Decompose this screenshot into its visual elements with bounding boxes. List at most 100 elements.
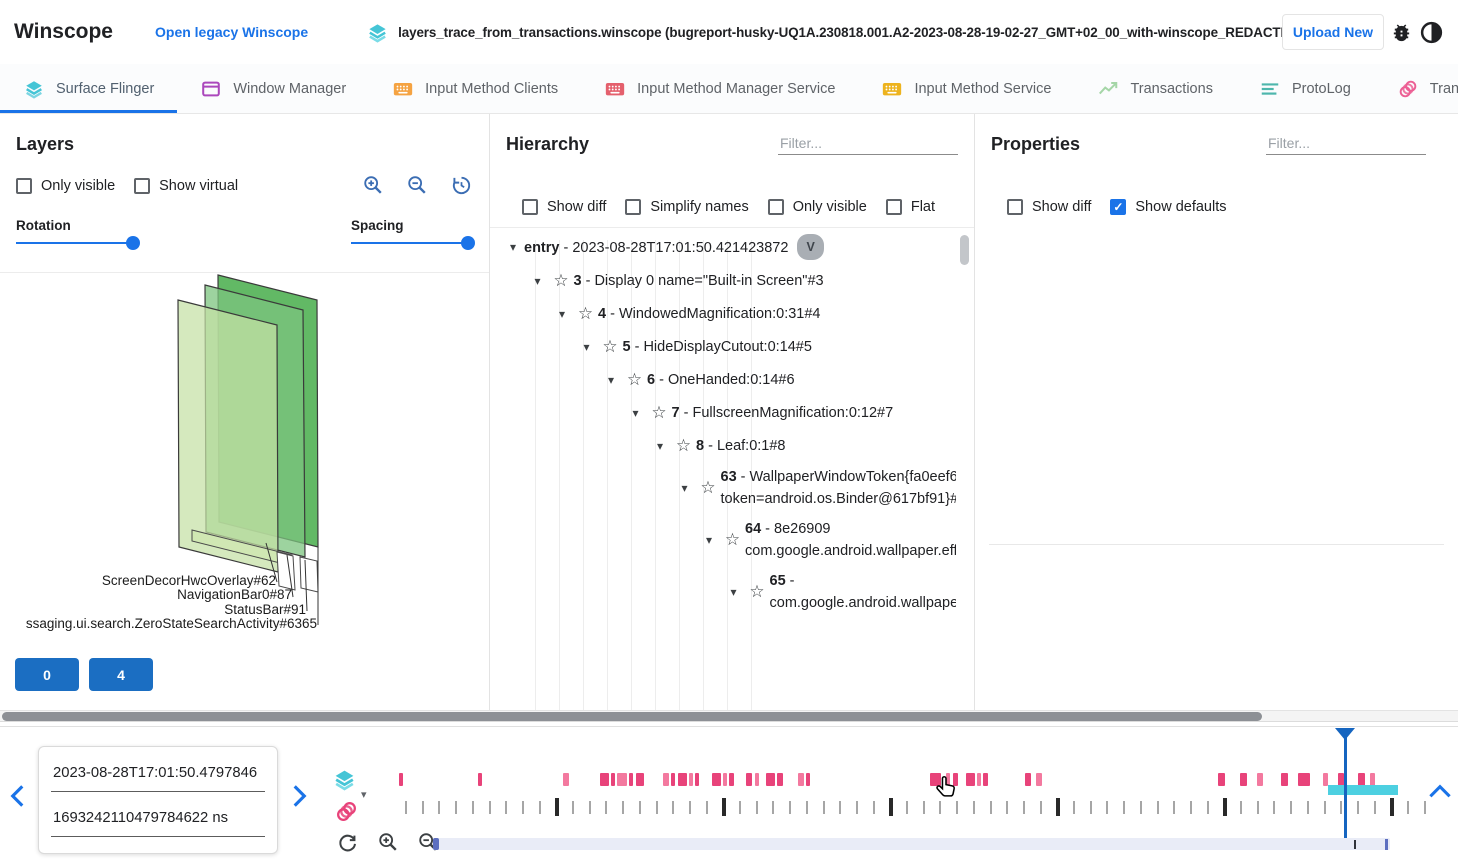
hierarchy-checkbox-only-visible[interactable]: Only visible (767, 199, 867, 215)
tree-node-entry[interactable]: ▾ entry - 2023-08-28T17:01:50.421423872 V (498, 230, 956, 264)
pin-star-icon[interactable]: ☆ (700, 478, 716, 497)
reset-view-icon[interactable] (450, 174, 473, 197)
trace-selector-caret-icon[interactable]: ▾ (361, 789, 367, 801)
expand-caret-icon[interactable]: ▾ (681, 481, 688, 495)
tree-node-64[interactable]: ▾ ☆ 64 - 8e26909 com.google.android.wallpa… (498, 514, 956, 566)
layers-checkbox-show-virtual[interactable]: Show virtual (134, 177, 238, 194)
checkbox-box[interactable]: ✓ (1110, 199, 1127, 215)
properties-checkbox-show-diff[interactable]: Show diff (1007, 199, 1091, 215)
expand-caret-icon[interactable]: ▾ (558, 306, 566, 321)
expand-caret-icon[interactable]: ▾ (509, 240, 517, 254)
expand-caret-icon[interactable]: ▾ (607, 372, 615, 387)
transaction-event-mark[interactable] (746, 773, 752, 786)
properties-checkbox-show-defaults[interactable]: ✓ Show defaults (1110, 199, 1226, 215)
next-entry-button[interactable] (292, 784, 307, 808)
tab-protolog[interactable]: ProtoLog (1236, 64, 1374, 113)
transaction-event-mark[interactable] (1240, 773, 1247, 786)
checkbox-box[interactable] (16, 177, 32, 194)
timestamp-ns-input[interactable] (51, 801, 265, 837)
transaction-event-mark[interactable] (1218, 773, 1225, 786)
transaction-event-mark[interactable] (966, 773, 975, 786)
expand-caret-icon[interactable]: ▾ (534, 273, 541, 288)
pin-star-icon[interactable]: ☆ (675, 435, 692, 455)
transaction-event-mark[interactable] (1025, 773, 1031, 786)
transaction-event-mark[interactable] (983, 773, 988, 786)
transaction-event-mark[interactable] (1338, 773, 1344, 786)
checkbox-box[interactable] (134, 177, 151, 194)
transaction-event-mark[interactable] (399, 773, 403, 786)
transaction-event-mark[interactable] (478, 773, 482, 786)
transaction-event-mark[interactable] (617, 773, 627, 786)
collapse-timeline-button[interactable] (1428, 784, 1452, 799)
transaction-event-mark[interactable] (1298, 773, 1310, 786)
tree-node-63[interactable]: ▾ ☆ 63 - WallpaperWindowToken{fa0eef6 toke… (498, 462, 956, 514)
tree-node-3[interactable]: ▾ ☆ 3 - Display 0 name="Built-in Screen"#3 (498, 264, 956, 297)
transaction-event-mark[interactable] (629, 773, 633, 786)
tab-transactions[interactable]: Transactions (1074, 64, 1235, 113)
display-button-4[interactable]: 4 (89, 658, 153, 691)
hierarchy-filter-input[interactable] (778, 132, 958, 155)
checkbox-box[interactable] (522, 199, 538, 215)
timeline-cursor-handle[interactable] (1335, 728, 1355, 740)
main-horizontal-scrollbar[interactable] (0, 710, 1458, 722)
pin-star-icon[interactable]: ☆ (602, 336, 618, 356)
tab-input-method-clients[interactable]: Input Method Clients (369, 64, 581, 113)
pin-star-icon[interactable]: ☆ (553, 270, 569, 290)
pin-star-icon[interactable]: ☆ (724, 530, 741, 549)
transaction-event-mark[interactable] (689, 773, 693, 786)
tree-node-8[interactable]: ▾ ☆ 8 - Leaf:0:1#8 (498, 429, 956, 462)
spacing-slider-thumb[interactable] (461, 236, 475, 250)
expand-caret-icon[interactable]: ▾ (705, 533, 713, 547)
transaction-event-mark[interactable] (1281, 773, 1288, 786)
transaction-event-mark[interactable] (611, 773, 615, 786)
expand-caret-icon[interactable]: ▾ (632, 405, 639, 420)
display-button-0[interactable]: 0 (15, 658, 79, 691)
pin-star-icon[interactable]: ☆ (651, 402, 667, 422)
transaction-event-mark[interactable] (600, 773, 609, 786)
transaction-event-mark[interactable] (766, 773, 775, 786)
tab-surface-flinger[interactable]: Surface Flinger (0, 64, 178, 113)
transaction-event-mark[interactable] (563, 773, 569, 786)
timeline-range-bar[interactable] (433, 838, 1390, 850)
timeline-zoom-in-icon[interactable] (377, 831, 399, 853)
pin-star-icon[interactable]: ☆ (749, 582, 765, 601)
timeline-range-segment[interactable] (433, 838, 439, 850)
pin-star-icon[interactable]: ☆ (626, 369, 643, 389)
transaction-event-mark[interactable] (777, 773, 783, 786)
hierarchy-checkbox-flat[interactable]: Flat (885, 199, 935, 215)
tab-input-method-service[interactable]: Input Method Service (858, 64, 1074, 113)
tree-node-6[interactable]: ▾ ☆ 6 - OneHanded:0:14#6 (498, 363, 956, 396)
transaction-event-mark[interactable] (1036, 773, 1042, 786)
upload-new-button[interactable]: Upload New (1281, 14, 1384, 50)
transaction-event-mark[interactable] (930, 773, 941, 786)
transaction-event-mark[interactable] (755, 773, 759, 786)
layers-checkbox-only-visible[interactable]: Only visible (16, 177, 115, 194)
transaction-event-mark[interactable] (1323, 773, 1328, 786)
transaction-event-mark[interactable] (798, 773, 804, 786)
zoom-in-icon[interactable] (362, 174, 384, 197)
checkbox-box[interactable] (1007, 199, 1023, 215)
transaction-event-mark[interactable] (636, 773, 644, 786)
transaction-event-mark[interactable] (806, 773, 810, 786)
timeline-cursor-line[interactable] (1344, 728, 1347, 845)
rotation-slider-thumb[interactable] (126, 236, 140, 250)
transaction-event-mark[interactable] (671, 773, 675, 786)
hierarchy-scrollbar[interactable] (960, 235, 969, 265)
transaction-event-mark[interactable] (1257, 773, 1263, 786)
checkbox-box[interactable] (625, 199, 642, 215)
tab-window-manager[interactable]: Window Manager (177, 64, 369, 113)
hierarchy-checkbox-show-diff[interactable]: Show diff (522, 199, 606, 215)
expand-caret-icon[interactable]: ▾ (730, 585, 737, 599)
expand-caret-icon[interactable]: ▾ (583, 339, 590, 354)
transaction-event-mark[interactable] (723, 773, 727, 786)
refresh-icon[interactable] (337, 831, 359, 853)
dark-mode-toggle-icon[interactable] (1419, 20, 1444, 45)
tab-transitions[interactable]: Transitions (1374, 64, 1458, 113)
spacing-slider[interactable]: Spacing (351, 218, 475, 250)
checkbox-box[interactable] (767, 199, 784, 215)
tree-node-65[interactable]: ▾ ☆65 - com.google.android.wallpaper.effe… (498, 566, 956, 618)
surface-flinger-row-icon[interactable] (332, 767, 357, 792)
tree-node-7[interactable]: ▾ ☆ 7 - FullscreenMagnification:0:12#7 (498, 396, 956, 429)
open-legacy-link[interactable]: Open legacy Winscope (155, 24, 309, 40)
transaction-event-mark[interactable] (729, 773, 734, 786)
